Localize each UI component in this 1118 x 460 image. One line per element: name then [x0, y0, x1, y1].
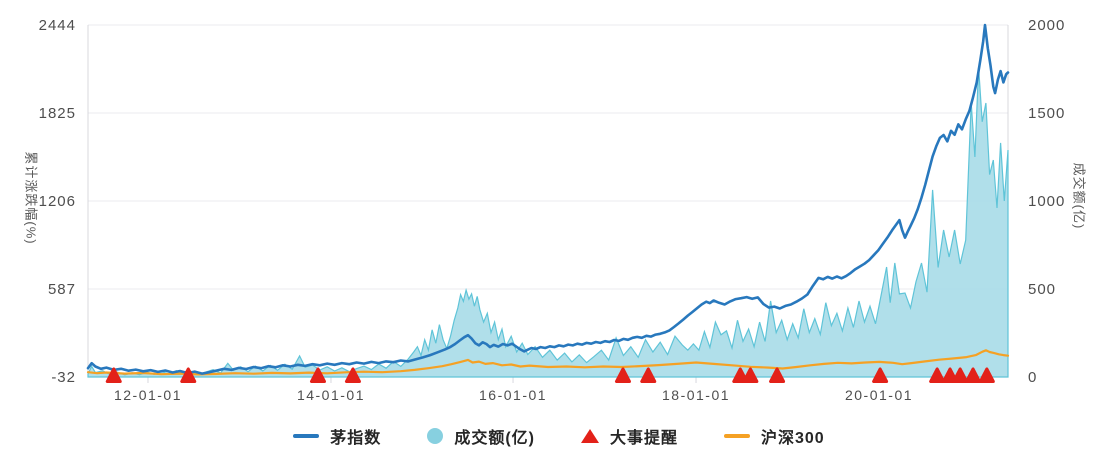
triangle-marker-icon	[580, 429, 599, 443]
x-axis-tick-label: 16-01-01	[479, 387, 547, 403]
event-reminder-marker[interactable]	[105, 367, 122, 383]
legend-label: 茅指数	[330, 430, 382, 447]
legend-label: 沪深300	[761, 430, 825, 447]
line-marker-icon	[724, 434, 750, 438]
y-axis-left-tick-label: 2444	[39, 17, 76, 34]
event-reminder-marker[interactable]	[344, 367, 361, 383]
legend-item-1[interactable]: 茅指数	[293, 424, 381, 448]
event-reminder-marker[interactable]	[614, 367, 631, 383]
event-reminder-marker[interactable]	[640, 367, 657, 383]
y-axis-left-tick-label: 1206	[39, 193, 76, 210]
y-axis-left-tick-label: -32	[51, 369, 76, 386]
event-reminder-marker[interactable]	[180, 367, 197, 383]
x-axis-tick-label: 20-01-01	[845, 387, 913, 403]
event-reminder-marker[interactable]	[742, 367, 759, 383]
event-reminder-marker[interactable]	[978, 367, 995, 383]
x-axis-tick-label: 18-01-01	[662, 387, 730, 403]
legend-item-4[interactable]: 沪深300	[724, 424, 825, 448]
event-reminder-marker[interactable]	[952, 367, 969, 383]
left-axis-title: 累计涨跌幅(%)	[23, 151, 39, 245]
hs300-line-series	[86, 349, 1010, 376]
event-reminder-marker[interactable]	[872, 367, 889, 383]
y-axis-right-tick-label: 1000	[1028, 193, 1065, 210]
legend-item-2[interactable]: 成交额(亿)	[427, 424, 535, 448]
legend-label: 大事提醒	[609, 430, 678, 447]
event-reminder-marker[interactable]	[769, 367, 786, 383]
right-axis-title: 成交额(亿)	[1071, 162, 1087, 230]
legend-item-3[interactable]: 大事提醒	[580, 424, 678, 448]
mao-index-line-series	[86, 23, 1010, 375]
y-axis-right-tick-label: 1500	[1028, 105, 1065, 122]
x-axis-tick-label: 12-01-01	[114, 387, 182, 403]
y-axis-left-tick-label: 587	[48, 281, 76, 298]
y-axis-left-tick-label: 1825	[39, 105, 76, 122]
legend-label: 成交额(亿)	[454, 430, 535, 447]
y-axis-right-tick-label: 0	[1028, 369, 1037, 386]
x-axis-tick-label: 14-01-01	[297, 387, 365, 403]
event-reminder-marker[interactable]	[942, 367, 959, 383]
y-axis-right-tick-label: 2000	[1028, 17, 1065, 34]
event-reminder-marker[interactable]	[929, 367, 946, 383]
event-reminder-marker[interactable]	[310, 367, 326, 383]
y-axis-right-tick-label: 500	[1028, 281, 1056, 298]
volume-area-series	[87, 67, 1009, 378]
circle-marker-icon	[427, 428, 444, 444]
chart-legend: 茅指数 成交额(亿) 大事提醒 沪深300	[0, 424, 1118, 448]
event-reminder-marker[interactable]	[732, 367, 749, 383]
line-marker-icon	[293, 434, 320, 438]
event-reminder-marker[interactable]	[965, 367, 982, 383]
